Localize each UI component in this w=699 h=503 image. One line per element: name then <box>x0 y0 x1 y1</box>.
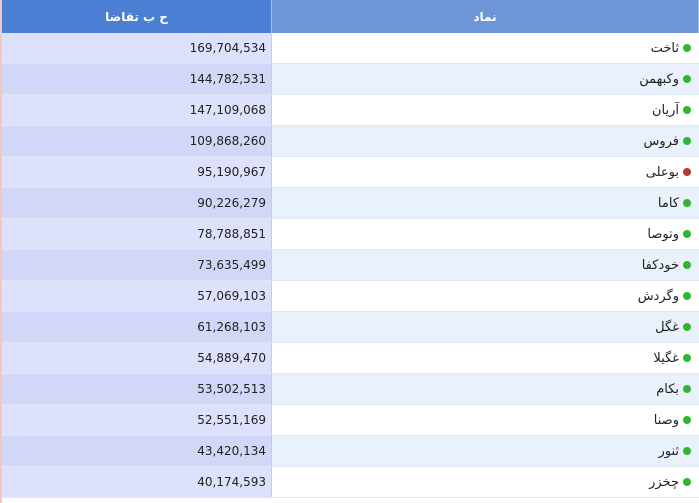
symbol-name[interactable]: ثاخت <box>650 40 679 56</box>
table-row[interactable]: 90,226,279 کاما <box>2 188 699 219</box>
symbol-cell[interactable]: وتوصا <box>272 219 699 249</box>
demand-volume-value: 90,226,279 <box>197 196 266 210</box>
demand-volume-value: 95,190,967 <box>197 165 266 179</box>
demand-volume-cell: 144,782,531 <box>2 64 272 94</box>
column-header-demand[interactable]: ح ب تقاضا <box>2 0 272 33</box>
table-row[interactable]: 73,635,499 خودکفا <box>2 250 699 281</box>
demand-volume-cell: 57,069,103 <box>2 281 272 311</box>
demand-volume-value: 43,420,134 <box>197 444 266 458</box>
demand-volume-cell: 73,635,499 <box>2 250 272 280</box>
table-row[interactable]: 147,109,068 آریان <box>2 95 699 126</box>
status-dot-green-icon <box>683 385 691 393</box>
table-row[interactable]: 169,704,534 ثاخت <box>2 33 699 64</box>
symbol-name[interactable]: خودکفا <box>641 257 679 273</box>
status-dot-green-icon <box>683 478 691 486</box>
symbol-cell[interactable]: غگل <box>272 312 699 342</box>
table-row[interactable]: 78,788,851 وتوصا <box>2 219 699 250</box>
demand-volume-value: 73,635,499 <box>197 258 266 272</box>
status-dot-green-icon <box>683 354 691 362</box>
table-row[interactable]: 61,268,103 غگل <box>2 312 699 343</box>
symbol-cell[interactable]: چخزر <box>272 467 699 497</box>
demand-volume-value: 61,268,103 <box>197 320 266 334</box>
symbol-name[interactable]: کاما <box>657 195 679 211</box>
demand-volume-cell: 90,226,279 <box>2 188 272 218</box>
symbol-name[interactable]: ثنور <box>658 443 679 459</box>
demand-volume-cell: 109,868,260 <box>2 126 272 156</box>
demand-volume-cell: 52,551,169 <box>2 405 272 435</box>
demand-volume-cell: 40,174,593 <box>2 467 272 497</box>
status-dot-green-icon <box>683 137 691 145</box>
demand-volume-value: 40,174,593 <box>197 475 266 489</box>
demand-volume-value: 52,551,169 <box>197 413 266 427</box>
symbol-cell[interactable]: فروس <box>272 126 699 156</box>
status-dot-green-icon <box>683 106 691 114</box>
status-dot-red-icon <box>683 168 691 176</box>
symbol-cell[interactable]: بکام <box>272 374 699 404</box>
symbol-cell[interactable]: آریان <box>272 95 699 125</box>
status-dot-green-icon <box>683 44 691 52</box>
table-row[interactable]: 53,502,513 بکام <box>2 374 699 405</box>
symbol-cell[interactable]: وکبهمن <box>272 64 699 94</box>
status-dot-green-icon <box>683 447 691 455</box>
demand-volume-cell: 169,704,534 <box>2 33 272 63</box>
demand-volume-cell: 54,889,470 <box>2 343 272 373</box>
symbol-cell[interactable]: بوعلی <box>272 157 699 187</box>
symbol-cell[interactable]: ثاخت <box>272 33 699 63</box>
demand-volume-cell: 147,109,068 <box>2 95 272 125</box>
table-body: 169,704,534 ثاخت 144,782,531 وکبهمن 147,109,… <box>2 33 699 498</box>
table-row[interactable]: 95,190,967 بوعلی <box>2 157 699 188</box>
demand-volume-value: 169,704,534 <box>189 41 266 55</box>
table-row[interactable]: 54,889,470 غگیلا <box>2 343 699 374</box>
table-header: ح ب تقاضا نماد <box>2 0 699 33</box>
status-dot-green-icon <box>683 230 691 238</box>
table-row[interactable]: 40,174,593 چخزر <box>2 467 699 498</box>
symbol-name[interactable]: غگل <box>655 319 679 335</box>
demand-volume-value: 144,782,531 <box>189 72 266 86</box>
table-row[interactable]: 109,868,260 فروس <box>2 126 699 157</box>
symbol-name[interactable]: آریان <box>651 102 679 118</box>
symbol-name[interactable]: چخزر <box>649 474 679 490</box>
demand-volume-cell: 61,268,103 <box>2 312 272 342</box>
demand-volume-value: 53,502,513 <box>197 382 266 396</box>
symbol-name[interactable]: غگیلا <box>653 350 679 366</box>
symbol-cell[interactable]: خودکفا <box>272 250 699 280</box>
column-header-demand-label: ح ب تقاضا <box>105 9 168 24</box>
status-dot-green-icon <box>683 199 691 207</box>
status-dot-green-icon <box>683 75 691 83</box>
demand-volume-value: 78,788,851 <box>197 227 266 241</box>
symbol-name[interactable]: بوعلی <box>645 164 679 180</box>
symbol-cell[interactable]: وصنا <box>272 405 699 435</box>
symbol-cell[interactable]: غگیلا <box>272 343 699 373</box>
status-dot-green-icon <box>683 261 691 269</box>
table-row[interactable]: 52,551,169 وصنا <box>2 405 699 436</box>
demand-volume-value: 57,069,103 <box>197 289 266 303</box>
demand-volume-cell: 43,420,134 <box>2 436 272 466</box>
status-dot-green-icon <box>683 416 691 424</box>
table-row[interactable]: 144,782,531 وکبهمن <box>2 64 699 95</box>
symbol-name[interactable]: فروس <box>643 133 679 149</box>
demand-volume-cell: 53,502,513 <box>2 374 272 404</box>
column-header-symbol-label: نماد <box>473 9 497 24</box>
symbol-name[interactable]: وتوصا <box>647 226 679 242</box>
status-dot-green-icon <box>683 323 691 331</box>
table-row[interactable]: 57,069,103 وگردش <box>2 281 699 312</box>
demand-volume-value: 109,868,260 <box>189 134 266 148</box>
symbol-name[interactable]: بکام <box>656 381 679 397</box>
demand-volume-value: 54,889,470 <box>197 351 266 365</box>
table-row[interactable]: 43,420,134 ثنور <box>2 436 699 467</box>
symbol-name[interactable]: وکبهمن <box>639 71 679 87</box>
demand-volume-cell: 95,190,967 <box>2 157 272 187</box>
demand-volume-cell: 78,788,851 <box>2 219 272 249</box>
symbol-name[interactable]: وصنا <box>653 412 679 428</box>
status-dot-green-icon <box>683 292 691 300</box>
symbol-cell[interactable]: ثنور <box>272 436 699 466</box>
symbol-name[interactable]: وگردش <box>637 288 679 304</box>
symbol-cell[interactable]: کاما <box>272 188 699 218</box>
symbol-cell[interactable]: وگردش <box>272 281 699 311</box>
column-header-symbol[interactable]: نماد <box>272 0 699 33</box>
demand-volume-value: 147,109,068 <box>189 103 266 117</box>
